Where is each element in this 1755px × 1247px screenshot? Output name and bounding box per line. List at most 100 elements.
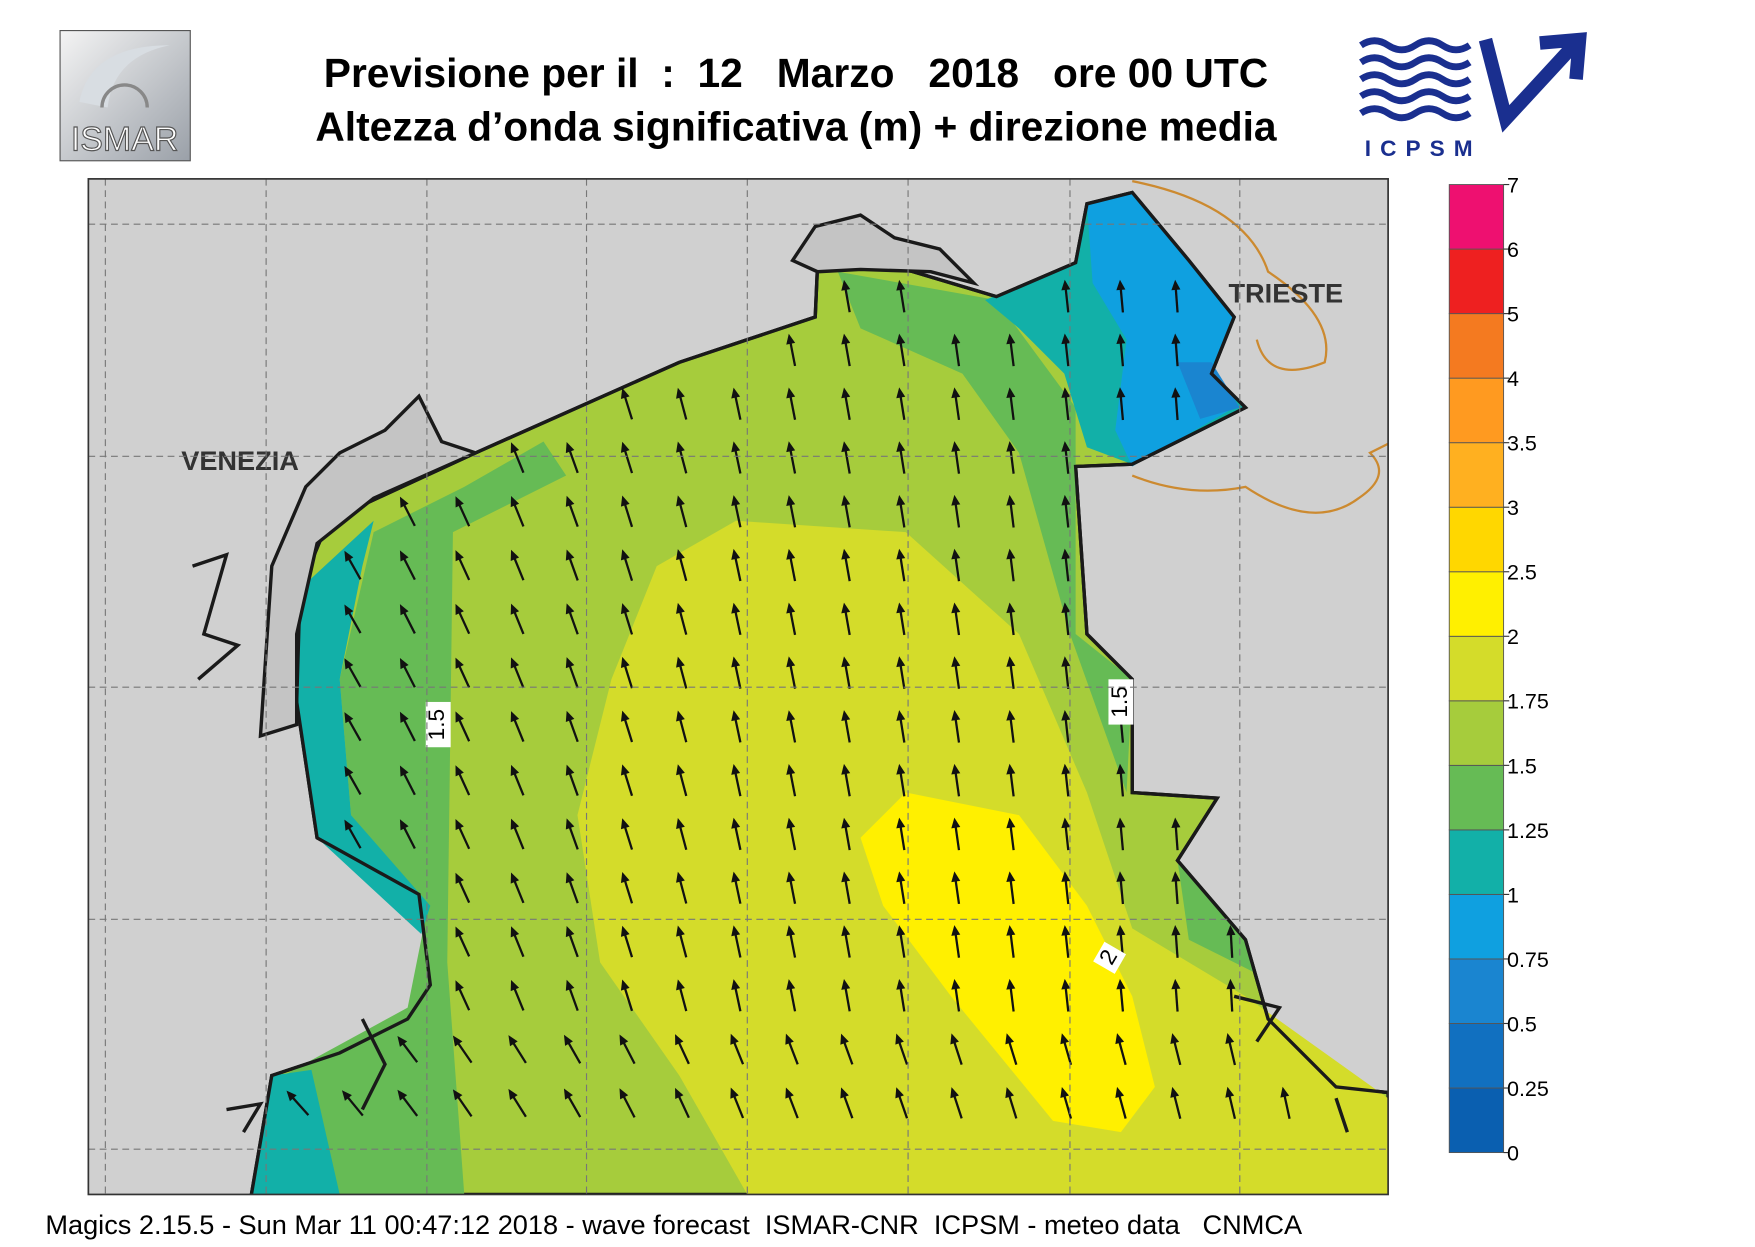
wave-arrow <box>1060 1033 1073 1066</box>
arrow-head <box>1006 548 1016 560</box>
arrow-head <box>676 818 685 830</box>
map: VENEZIA TRIESTE 1.5 1.5 2 <box>88 178 1389 1195</box>
arrow-head <box>1061 763 1071 775</box>
arrow-head <box>344 819 354 831</box>
arrow-head <box>951 925 961 936</box>
wave-arrow <box>786 925 797 958</box>
arrow-head <box>841 387 851 399</box>
colorbar-tick-label: 0 <box>1507 1141 1519 1165</box>
wave-arrow <box>510 872 525 904</box>
arrow-head <box>896 763 906 775</box>
arrow-head <box>731 495 741 507</box>
arrow-head <box>620 979 630 991</box>
wave-arrow <box>1061 817 1071 851</box>
wave-arrow <box>1116 871 1126 905</box>
wave-arrow <box>397 1089 419 1117</box>
wave-arrow <box>786 602 797 636</box>
wave-arrow <box>950 1087 963 1119</box>
arrow-head <box>786 656 796 668</box>
wave-arrow <box>1170 1086 1182 1119</box>
arrow-head <box>676 764 685 776</box>
arrow-head <box>785 1087 794 1099</box>
arrow-head <box>1006 978 1016 990</box>
wave-arrow <box>731 441 742 474</box>
wave-arrow <box>1061 333 1071 367</box>
arrow-head <box>565 710 575 722</box>
arrow-head <box>1061 333 1071 345</box>
wave-arrow <box>676 925 688 958</box>
arrow-head <box>565 495 575 507</box>
arrow-head <box>455 765 464 777</box>
arrow-head <box>510 980 520 992</box>
arrow-head <box>841 979 851 990</box>
wave-arrow <box>840 1033 854 1065</box>
arrow-head <box>620 925 630 937</box>
wave-arrow <box>951 656 961 689</box>
wave-arrow <box>565 710 579 743</box>
wave-arrow <box>896 817 906 851</box>
colorbar-tick-label: 1.25 <box>1507 819 1549 843</box>
arrow-head <box>841 548 851 560</box>
arrow-head <box>1116 978 1126 990</box>
wave-arrow <box>841 279 851 313</box>
arrow-head <box>896 494 906 506</box>
arrow-head <box>676 602 685 614</box>
arrow-head <box>731 764 741 775</box>
colorbar-tick-label: 1.75 <box>1507 690 1549 714</box>
arrow-head <box>565 925 575 938</box>
wave-arrow <box>1061 441 1071 474</box>
arrow-head <box>455 603 464 616</box>
wave-arrow <box>344 819 362 849</box>
arrow-head <box>1006 656 1016 667</box>
colorbar-tick-label: 6 <box>1507 238 1519 262</box>
wave-arrow <box>510 657 525 689</box>
arrow-head <box>619 1034 629 1046</box>
arrow-head <box>1006 871 1016 883</box>
arrow-head <box>1116 333 1126 345</box>
arrow-head <box>951 602 961 614</box>
arrow-head <box>508 1035 518 1047</box>
wave-arrow <box>344 712 362 742</box>
wave-arrow <box>620 764 634 797</box>
wave-arrow <box>676 656 688 689</box>
arrow-head <box>951 656 961 667</box>
arrow-head <box>786 441 796 453</box>
wave-arrow <box>455 872 471 904</box>
color-box <box>1448 184 1505 250</box>
arrow-head <box>565 549 575 561</box>
wave-arrow <box>951 441 961 474</box>
wave-arrow <box>786 387 797 420</box>
arrow-head <box>730 1033 739 1045</box>
wave-arrow <box>676 549 688 582</box>
color-box <box>1448 1087 1505 1154</box>
arrow-head <box>399 496 409 508</box>
wave-arrow <box>786 710 797 743</box>
arrow-head <box>620 603 630 615</box>
arrow-head <box>565 764 575 776</box>
wave-arrow <box>344 550 362 580</box>
wave-arrow <box>786 333 797 367</box>
wave-arrow <box>786 817 797 851</box>
wave-arrow <box>841 333 851 367</box>
wave-arrow <box>1116 333 1126 367</box>
wave-arrow <box>620 441 634 474</box>
wave-arrow <box>620 549 634 581</box>
wave-arrow <box>510 442 525 474</box>
wave-arrow <box>565 764 579 796</box>
arrow-head <box>563 1088 573 1100</box>
wave-arrow <box>731 764 742 797</box>
wave-arrow <box>452 1035 473 1064</box>
wave-arrow <box>619 1088 636 1118</box>
wave-arrow <box>841 441 851 474</box>
wave-arrow <box>841 925 851 958</box>
wave-arrow <box>730 1087 745 1119</box>
colorbar-tick-label: 2 <box>1507 625 1519 649</box>
wave-arrow <box>951 494 961 528</box>
arrow-head <box>510 818 520 830</box>
arrow-head <box>895 1033 904 1045</box>
arrow-head <box>1116 387 1126 398</box>
wave-arrow <box>1280 1086 1291 1120</box>
color-box <box>1448 248 1505 315</box>
arrow-head <box>1116 871 1126 882</box>
